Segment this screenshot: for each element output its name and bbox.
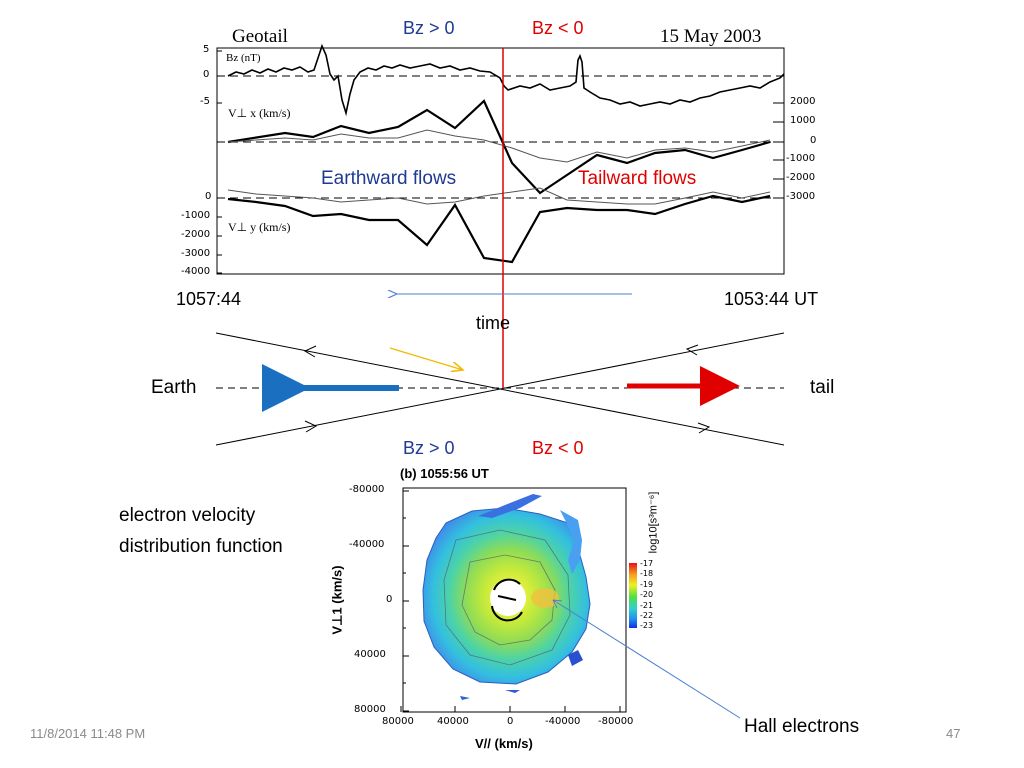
- date-label: 15 May 2003: [660, 26, 762, 47]
- left-ticks: [217, 50, 222, 274]
- colorbar-tick: -20: [640, 590, 654, 599]
- bz-axis-label: Bz (nT): [226, 52, 261, 64]
- vdf-blue-patch: [568, 650, 583, 666]
- xline-diagram: [215, 332, 785, 446]
- vdf-blue-left-bottom: [460, 696, 470, 700]
- colorbar-tick: -17: [640, 559, 654, 568]
- vdf-y-tick: 80000: [354, 704, 386, 715]
- vdf-x-tick: 80000: [382, 716, 414, 727]
- vy-tick: -2000: [181, 229, 211, 240]
- vdf-x-tick: 40000: [437, 716, 469, 727]
- colorbar-tick: -22: [640, 611, 654, 620]
- vdf-y-tick: -40000: [349, 539, 385, 550]
- vdf-y-tick: -80000: [349, 484, 385, 495]
- inflow-arrow: [389, 347, 463, 370]
- vdf-x-tick: -40000: [545, 716, 581, 727]
- colorbar-tick: -21: [640, 601, 654, 610]
- vdf-annotation-line2: distribution function: [119, 536, 283, 557]
- vdf-y-tick: 40000: [354, 649, 386, 660]
- earthward-flows-label: Earthward flows: [321, 168, 457, 189]
- vy-tick: 0: [205, 191, 212, 202]
- vdf-plot: [400, 487, 637, 713]
- instrument-label: Geotail: [232, 26, 288, 47]
- vdf-blue-streak-right: [560, 510, 582, 574]
- bz-negative-label-top: Bz < 0: [532, 18, 584, 38]
- vdf-blue-bottom: [505, 690, 520, 693]
- hall-pointer-line: [552, 599, 741, 719]
- bz-tick: -5: [200, 96, 210, 107]
- colorbar-label: log10[s³m⁻⁶]: [647, 491, 660, 554]
- slide-number: 47: [946, 726, 961, 741]
- vy-tick: -1000: [181, 210, 211, 221]
- right-ticks: [773, 102, 784, 199]
- vdf-x-axis-label: V// (km/s): [475, 736, 533, 751]
- time-end-label: 1053:44 UT: [724, 289, 819, 309]
- bz-positive-label-bottom: Bz > 0: [403, 438, 455, 458]
- bz-positive-label-top: Bz > 0: [403, 18, 455, 38]
- footer-date: 11/8/2014 11:48 PM: [30, 726, 146, 741]
- vdf-x-tick: 0: [507, 716, 514, 727]
- bz-tick: 5: [203, 44, 210, 55]
- vx-tick: -1000: [786, 153, 816, 164]
- field-direction-chevrons: [303, 344, 711, 434]
- geotail-plot: [216, 43, 785, 275]
- vdf-x-tick: -80000: [598, 716, 634, 727]
- vx-tick: -3000: [786, 191, 816, 202]
- vdf-ticks: [400, 490, 621, 712]
- vx-tick: 0: [810, 135, 817, 146]
- vdf-title: (b) 1055:56 UT: [400, 466, 489, 481]
- vdf-center-contours: [491, 578, 523, 622]
- vx-axis-label: V⊥ x (km/s): [228, 106, 291, 120]
- time-label: time: [476, 313, 511, 333]
- vdf-annotation-line1: electron velocity: [119, 505, 256, 526]
- bz-negative-label-bottom: Bz < 0: [532, 438, 584, 458]
- vdf-contours: [443, 529, 571, 666]
- vdf-hall-peak: [531, 588, 559, 608]
- colorbar-tick: -23: [640, 621, 654, 630]
- hall-pointer-head: [552, 599, 563, 609]
- vdf-y-axis-label: V⊥1 (km/s): [329, 565, 345, 635]
- plot-frame: [216, 47, 785, 275]
- vx-tick: -2000: [786, 172, 816, 183]
- vdf-blue-streak-top: [478, 494, 542, 518]
- colorbar-tick: -19: [640, 580, 654, 589]
- colorbar: [629, 563, 637, 628]
- hall-electrons-label: Hall electrons: [744, 716, 860, 737]
- vx-trace-thick: [227, 99, 771, 195]
- bz-trace: [227, 43, 785, 117]
- vy-trace-thick: [227, 194, 771, 264]
- tail-label: tail: [810, 377, 835, 398]
- time-start-label: 1057:44: [176, 289, 242, 309]
- vx-tick: 1000: [790, 115, 816, 126]
- bz-tick: 0: [203, 69, 210, 80]
- tailward-flows-label: Tailward flows: [578, 168, 697, 189]
- vx-tick: 2000: [790, 96, 816, 107]
- vy-tick: -4000: [181, 266, 211, 277]
- field-line-2: [215, 332, 785, 446]
- vdf-y-tick: 0: [386, 594, 393, 605]
- vx-trace-thin: [227, 129, 771, 163]
- vy-axis-label: V⊥ y (km/s): [228, 220, 291, 234]
- vy-tick: -3000: [181, 248, 211, 259]
- colorbar-tick: -18: [640, 569, 654, 578]
- vy-trace-thin: [227, 187, 771, 205]
- earth-label: Earth: [151, 377, 197, 398]
